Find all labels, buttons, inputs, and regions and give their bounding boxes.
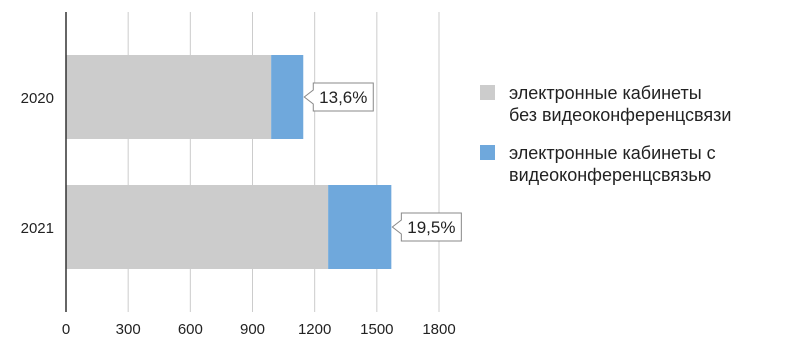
- bar-2021-series-1: [66, 185, 329, 269]
- x-tick-label-0: 0: [62, 321, 70, 338]
- data-labels: 13,6% 19,5%: [303, 82, 462, 242]
- x-tick-label-300: 300: [116, 321, 141, 338]
- legend-item-with-video: электронные кабинеты с видеоконференцсвя…: [480, 142, 790, 186]
- x-tick-label-1800: 1800: [422, 321, 455, 338]
- bars: [66, 55, 392, 269]
- data-label-2021: 19,5%: [407, 218, 455, 237]
- data-label-2020: 13,6%: [319, 88, 367, 107]
- x-tick-label-1200: 1200: [298, 321, 331, 338]
- legend: электронные кабинеты без видеоконференцс…: [480, 82, 790, 202]
- bar-2020-series-1: [66, 55, 272, 139]
- x-tick-label-900: 900: [240, 321, 265, 338]
- stacked-bar-chart: 2020 2021 0 300 600 900 1200 1500 1800 13,6% 19,…: [21, 12, 462, 338]
- x-tick-label-1500: 1500: [360, 321, 393, 338]
- legend-label-with-video: электронные кабинеты с видеоконференцсвя…: [509, 143, 716, 185]
- bar-2021-series-2: [328, 185, 392, 269]
- x-tick-labels: 0 300 600 900 1200 1500 1800: [62, 321, 456, 338]
- bar-2020-series-2: [271, 55, 304, 139]
- legend-swatch-without-video: [480, 85, 495, 100]
- y-tick-labels: 2020 2021: [21, 90, 54, 237]
- legend-label-without-video: электронные кабинеты без видеоконференцс…: [509, 83, 732, 125]
- y-tick-label-2021: 2021: [21, 220, 54, 237]
- x-tick-label-600: 600: [178, 321, 203, 338]
- data-label-callout-2020: [303, 82, 374, 112]
- legend-item-without-video: электронные кабинеты без видеоконференцс…: [480, 82, 790, 126]
- data-label-callout-2021: [391, 212, 462, 242]
- y-tick-label-2020: 2020: [21, 90, 54, 107]
- legend-swatch-with-video: [480, 145, 495, 160]
